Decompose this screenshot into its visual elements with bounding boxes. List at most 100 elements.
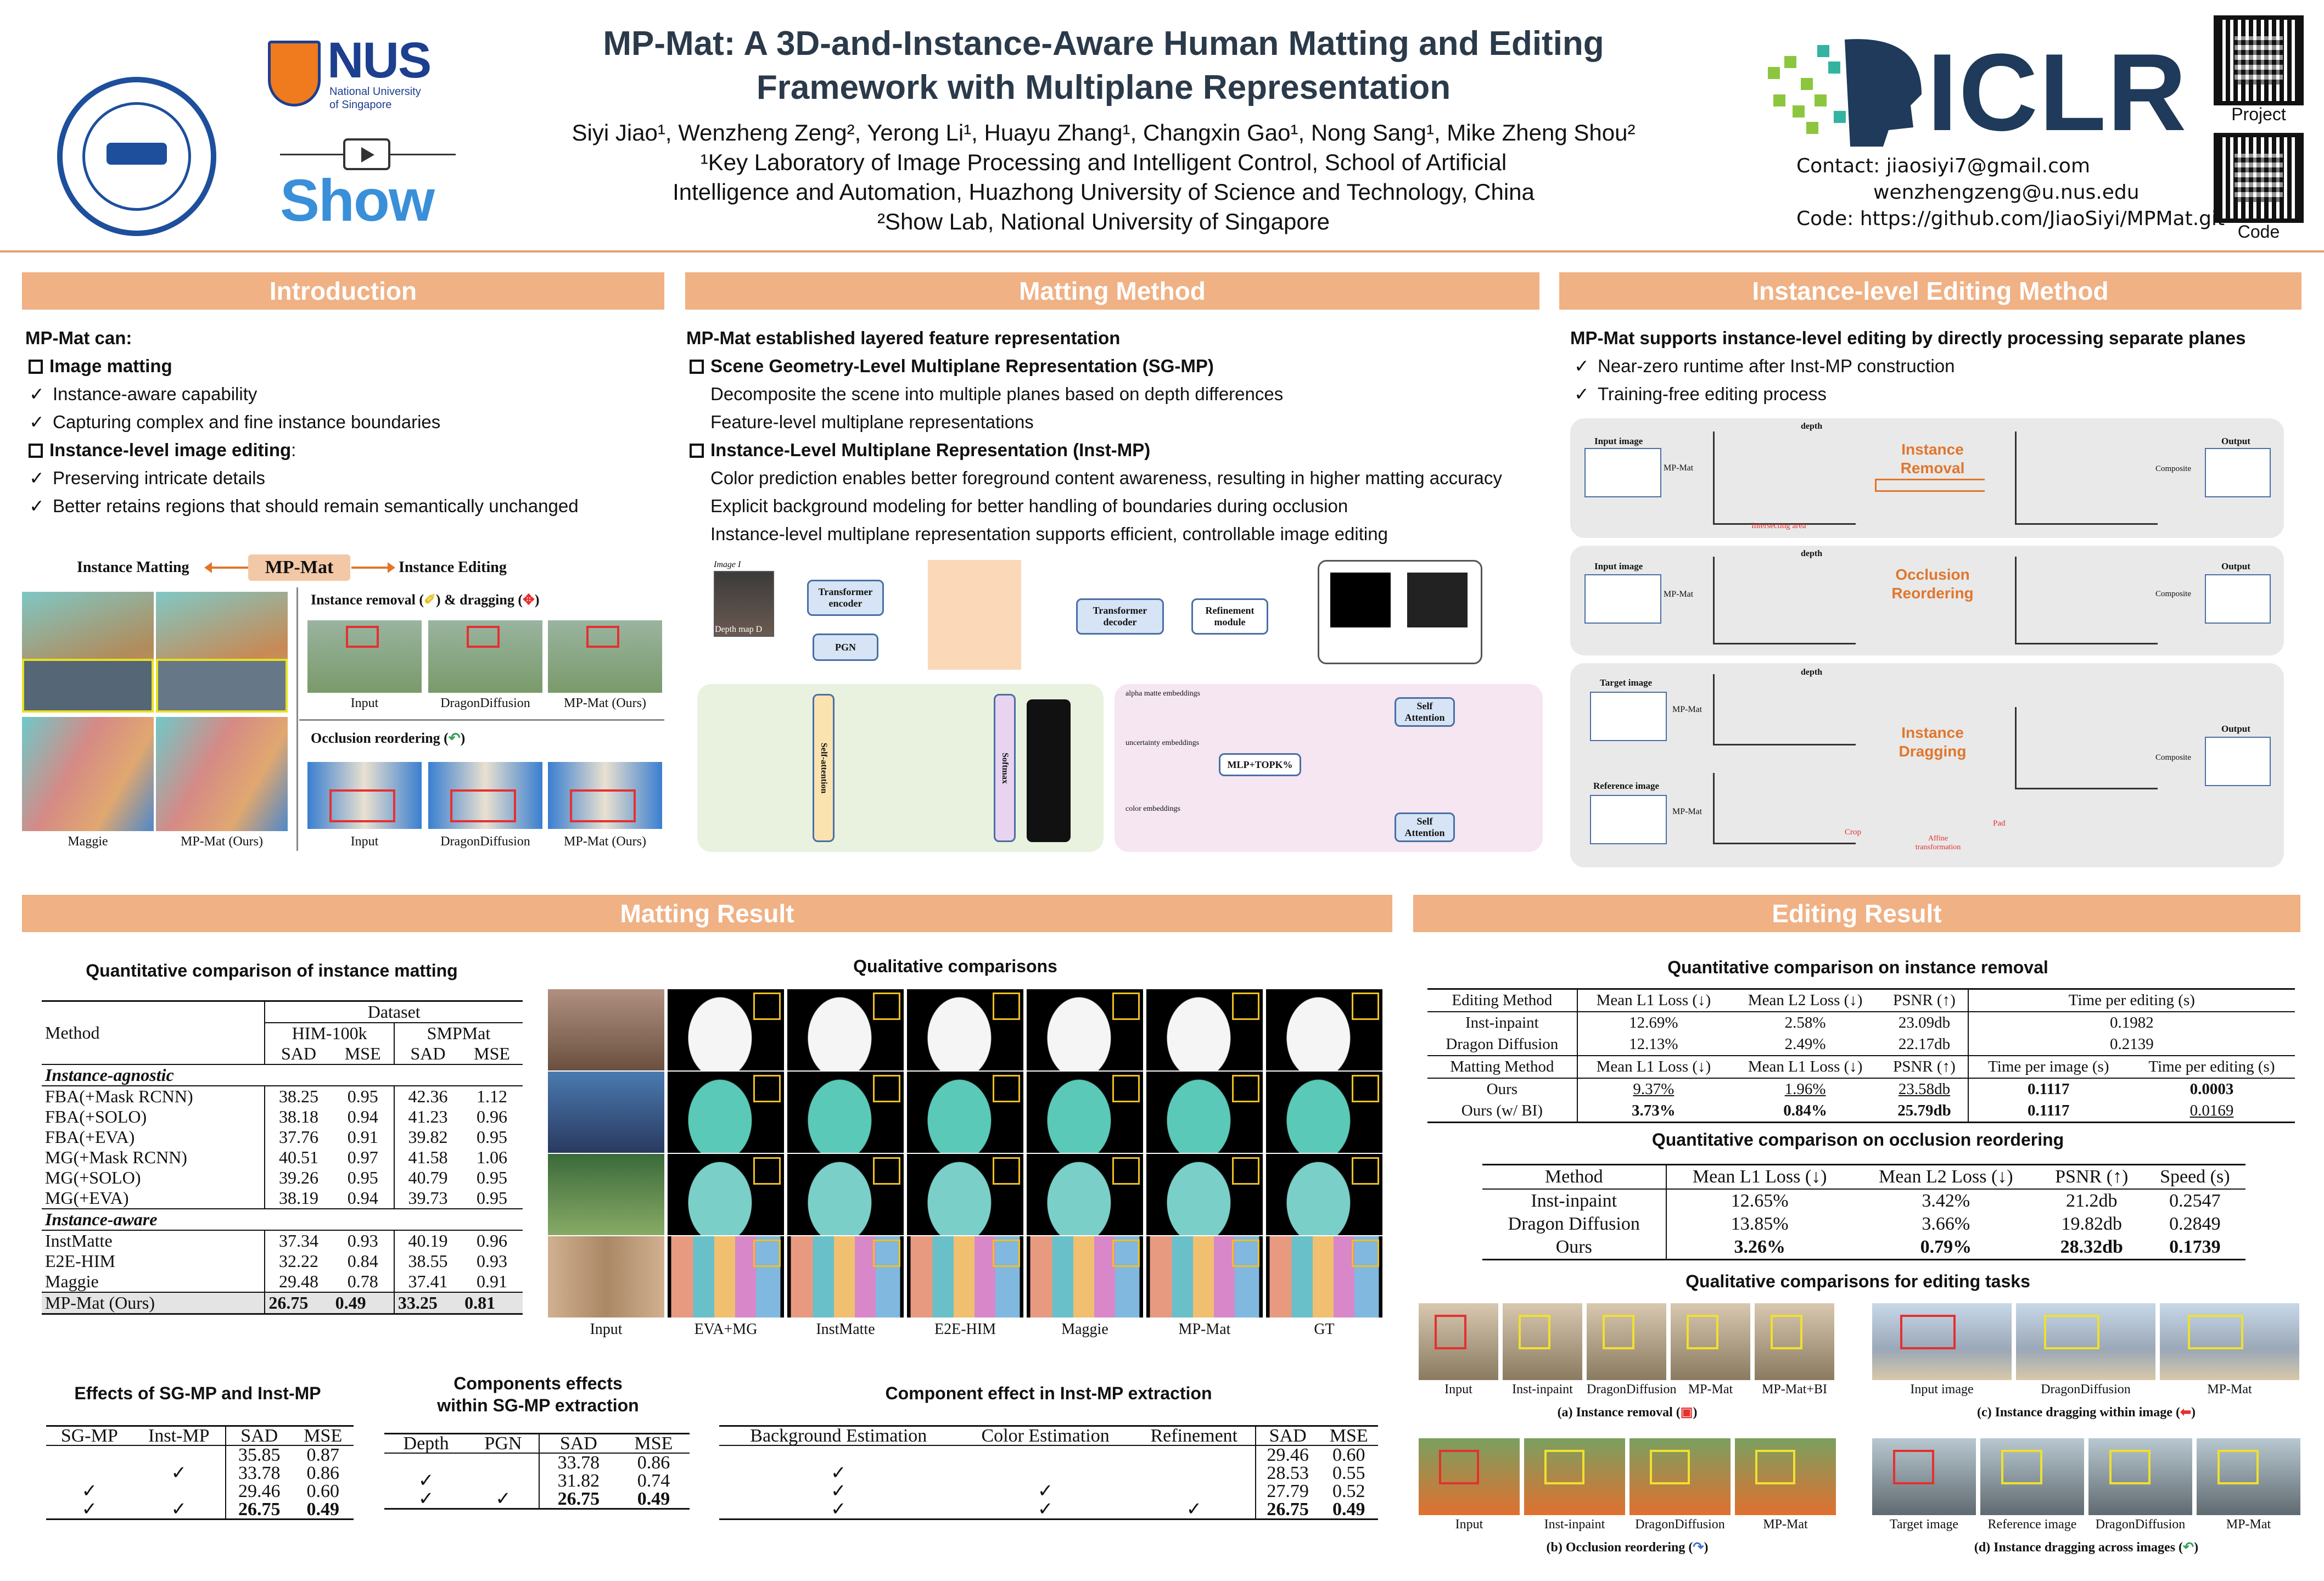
table-cell: 0.55	[1332, 1463, 1365, 1483]
editing-result-label: Inst-inpaint	[1544, 1517, 1605, 1532]
table-cell: 12.65%	[1731, 1191, 1789, 1211]
reordering-process-panel: Input image MP-Mat depth Occlusion Reord…	[1570, 546, 2284, 655]
table-cell	[132, 1445, 226, 1464]
table-cell: E2E-HIM	[42, 1251, 266, 1271]
editing-result-image	[1629, 1438, 1731, 1515]
table-cell	[468, 1453, 540, 1472]
qualitative-result-image	[668, 1072, 784, 1153]
table-cell: 26.75	[1267, 1499, 1309, 1520]
table-cell: ✓	[81, 1499, 98, 1520]
intro-item-2: ✓ Instance-aware capability	[29, 384, 257, 404]
section-matting-result: Matting Result	[22, 895, 1392, 932]
self-attention-alpha-node: Self Attention	[1395, 697, 1455, 727]
table-cell: 26.75	[557, 1489, 600, 1509]
table-cell: 37.41	[408, 1271, 448, 1291]
editing-result-caption: (c) Instance dragging within image (⬅)	[1976, 1405, 2196, 1420]
occlusion-dragon	[428, 762, 542, 829]
table-cell: 0.96	[477, 1107, 508, 1126]
qualitative-column-label: GT	[1314, 1321, 1335, 1338]
qualitative-result-image	[1027, 1154, 1143, 1235]
qualitative-result-image	[668, 1236, 784, 1318]
table-cell	[46, 1445, 133, 1464]
editing-result-image	[2016, 1303, 2155, 1380]
intro-item-4: Instance-level image editing:	[25, 436, 296, 464]
qualitative-column-label: Maggie	[1061, 1321, 1108, 1338]
table-cell: 29.46	[1267, 1445, 1309, 1465]
table-cell	[958, 1464, 1133, 1482]
editing-result-label: MP-Mat	[2226, 1517, 2271, 1532]
editing-result-image	[1671, 1303, 1750, 1380]
dragging-process-panel: Target image Reference image MP-Mat MP-M…	[1570, 663, 2284, 867]
editing-result-label: DragonDiffusion	[2041, 1382, 2131, 1397]
qr-label-project: Project	[2231, 104, 2286, 124]
editing-qual-title: Qualitative comparisons for editing task…	[1685, 1271, 2030, 1291]
action-icon: ⬅	[2180, 1405, 2192, 1420]
qualitative-result-image	[787, 1154, 904, 1235]
table-cell: 0.1739	[2169, 1237, 2221, 1257]
table-row: ✓ ✓ 26.75 0.49	[384, 1490, 690, 1509]
qualitative-result-image	[1146, 1154, 1263, 1235]
table-cell: 3.26%	[1734, 1237, 1785, 1257]
editing-result-label: DragonDiffusion	[1635, 1517, 1725, 1532]
table-cell: 29.46	[238, 1481, 281, 1501]
instmp-detail-panel	[1115, 684, 1543, 852]
table-row: ✓ 28.53 0.55	[719, 1463, 1378, 1483]
table-row: ✓ ✓ ✓ 26.75 0.49	[719, 1500, 1378, 1520]
code-qr-code[interactable]	[2214, 133, 2304, 223]
intro-item-1: Image matting	[25, 352, 172, 380]
table-row: ✓ 33.78 0.86	[46, 1464, 354, 1483]
qualitative-result-image	[1027, 1236, 1143, 1318]
table-cell: 0.74	[637, 1471, 670, 1491]
fig-instance-editing-label: Instance Editing	[399, 559, 507, 576]
editing-result-label: Input	[1444, 1382, 1472, 1397]
editing-result-caption: (d) Instance dragging across images (↶)	[1974, 1540, 2199, 1555]
editing-result-label: DragonDiffusion	[1587, 1382, 1677, 1397]
table-cell: 39.26	[278, 1168, 318, 1187]
caption-mpmat-ours: MP-Mat (Ours)	[564, 696, 646, 710]
qr-label-code: Code	[2237, 222, 2280, 242]
table-cell: 0.86	[637, 1453, 670, 1473]
project-qr-code[interactable]	[2214, 15, 2304, 105]
intro-lead: MP-Mat can:	[25, 328, 132, 348]
occlusion-caption: Occlusion reordering (↶)	[311, 730, 466, 746]
table-cell: FBA(+EVA)	[42, 1127, 266, 1147]
method-lead: MP-Mat established layered feature repre…	[686, 328, 1121, 348]
editing-result-image	[2088, 1438, 2192, 1515]
code-link[interactable]: Code: https://github.com/JiaoSiyi/MPMat.…	[1796, 208, 2225, 230]
table-cell	[719, 1445, 958, 1464]
intro-matting-zoom-2	[156, 659, 288, 713]
qualitative-column-label: E2E-HIM	[934, 1321, 996, 1338]
fig-instance-matting-label: Instance Matting	[77, 559, 189, 576]
input-image-thumb	[714, 571, 774, 637]
removal-input	[307, 620, 422, 693]
qualitative-result-image	[668, 1154, 784, 1235]
table-cell: 29.48	[278, 1271, 318, 1291]
editing-result-image	[1980, 1438, 2084, 1515]
table-cell: 13.85%	[1731, 1214, 1789, 1234]
table-cell: 0.95	[477, 1127, 508, 1147]
table-cell: 1.12	[477, 1086, 508, 1106]
table-cell: 21.2db	[2066, 1191, 2118, 1211]
qualitative-result-image	[1027, 1072, 1143, 1153]
editing-result-image	[1735, 1438, 1836, 1515]
table-cell: 27.79	[1267, 1481, 1309, 1501]
table-cell: 19.82db	[2061, 1214, 2123, 1234]
section-matting-method: Matting Method	[685, 272, 1539, 310]
matting-comparison-table: Method Dataset HIM-100k SMPMat SAD MSE SAD MS…	[42, 1000, 523, 1315]
table-cell: ✓	[418, 1471, 434, 1491]
iclr-logo-graphic	[1762, 34, 1933, 149]
table-cell: 0.95	[477, 1188, 508, 1208]
caption-maggie: Maggie	[68, 834, 108, 849]
table-cell: ✓	[831, 1499, 847, 1520]
table-cell: 0.93	[477, 1251, 508, 1271]
caption-input-2: Input	[350, 834, 379, 849]
table-row: Dragon Diffusion 13.85% 3.66% 19.82db 0.2849	[1482, 1213, 2245, 1236]
qualitative-result-image	[1146, 989, 1263, 1070]
self-attention-color-node: Self Attention	[1395, 812, 1455, 842]
ablation-sgmp-instmp-table: SG-MP Inst-MP SAD MSE 35.85 0.87 ✓ 33.78 0.86 ✓ 2…	[46, 1425, 354, 1520]
table-cell: FBA(+SOLO)	[42, 1107, 266, 1127]
method-text-4: Explicit background modeling for better …	[710, 496, 1348, 516]
transformer-decoder-node: Transformer decoder	[1076, 598, 1164, 635]
self-attention-node: Self-attention	[813, 694, 835, 842]
output-mattes-box	[1318, 560, 1482, 664]
